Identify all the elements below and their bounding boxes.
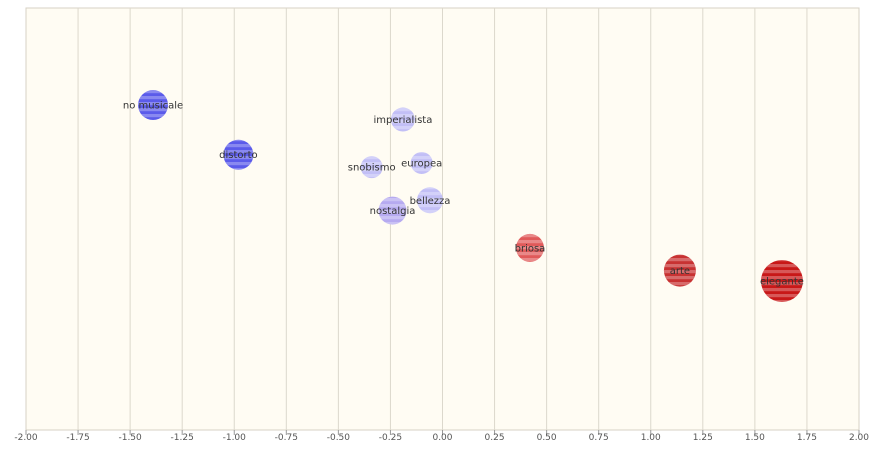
point-label: bellezza — [410, 196, 451, 207]
x-tick-label: 1.25 — [693, 433, 713, 443]
data-point[interactable]: arte — [663, 254, 696, 287]
data-point[interactable]: imperialista — [374, 107, 433, 132]
data-point[interactable]: no musicale — [123, 90, 183, 121]
x-tick-label: 0.75 — [589, 433, 609, 443]
point-label: arte — [670, 266, 690, 277]
point-label: elegante — [760, 277, 804, 288]
data-point[interactable]: bellezza — [410, 187, 451, 214]
point-stripes — [378, 196, 407, 225]
point-label: snobismo — [348, 163, 396, 174]
point-label: distorto — [219, 150, 258, 161]
point-stripes — [138, 90, 169, 121]
point-label: briosa — [515, 243, 546, 254]
x-tick-label: 0.25 — [485, 433, 505, 443]
point-stripes — [410, 152, 433, 175]
x-tick-label: -1.25 — [171, 433, 194, 443]
x-tick-label: 0.00 — [432, 433, 452, 443]
point-stripes — [390, 107, 415, 132]
data-point[interactable]: briosa — [515, 233, 546, 262]
x-tick-label: -1.50 — [118, 433, 142, 443]
x-tick-label: -2.00 — [14, 433, 38, 443]
x-tick-label: -0.75 — [275, 433, 298, 443]
x-tick-label: 2.00 — [849, 433, 869, 443]
x-tick-label: -0.25 — [379, 433, 402, 443]
point-stripes — [360, 156, 383, 179]
data-point[interactable]: europea — [401, 152, 442, 175]
data-point[interactable]: distorto — [219, 139, 258, 170]
point-label: imperialista — [374, 115, 433, 126]
point-label: nostalgia — [370, 206, 416, 217]
x-tick-label: -1.00 — [223, 433, 247, 443]
data-point[interactable]: snobismo — [348, 156, 396, 179]
x-tick-label: 1.75 — [797, 433, 817, 443]
point-label: europea — [401, 159, 442, 170]
x-tick-label: -1.75 — [66, 433, 89, 443]
data-points: no musicale distorto imperialista snobismo e… — [123, 90, 804, 302]
point-label: no musicale — [123, 101, 183, 112]
grid — [77, 8, 808, 430]
data-point[interactable]: elegante — [760, 260, 804, 302]
point-stripes — [223, 139, 254, 170]
x-tick-label: 1.00 — [641, 433, 661, 443]
point-stripes — [417, 187, 444, 214]
x-tick-label: 0.50 — [537, 433, 557, 443]
point-stripes — [663, 254, 696, 287]
point-stripes — [760, 260, 803, 302]
data-point[interactable]: nostalgia — [370, 196, 416, 225]
x-tick-label: -0.50 — [327, 433, 351, 443]
x-axis-ticks: -2.00 -1.75 -1.50 -1.25 -1.00 -0.75 -0.50 -0.25… — [14, 430, 869, 443]
point-stripes — [515, 233, 544, 262]
x-tick-label: 1.50 — [745, 433, 765, 443]
